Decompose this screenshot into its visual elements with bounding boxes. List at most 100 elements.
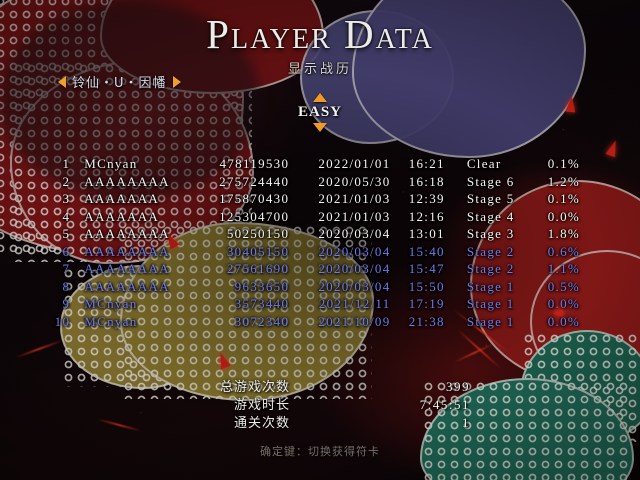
- score-date: 2021/01/03: [318, 191, 391, 206]
- score-stage: Stage 6: [466, 173, 515, 189]
- score-row[interactable]: 3 AAAAAAA 175870430 2021/01/03 12:39 Stage 5 0…: [44, 191, 580, 209]
- page-title: PLAYER DATA: [206, 14, 434, 55]
- score-row[interactable]: 4 AAAAAAA 125304700 2021/01/03 12:16 Stage 4 0…: [44, 209, 580, 227]
- score-stage: Stage 5: [466, 191, 515, 206]
- score-value: 9633650: [234, 278, 290, 294]
- cloud-teal-bottom-right: [420, 378, 634, 480]
- statistic-label: 游戏时长: [233, 398, 290, 413]
- score-row[interactable]: 8 AAAAAAAA 9633650 2020/03/04 15:50 Stage 1 0.…: [44, 279, 580, 297]
- score-date: 2020/03/04: [318, 278, 391, 294]
- score-row[interactable]: 10 MCnyan 3072340 2021/10/09 21:38 Stage 1 0.0…: [44, 314, 580, 332]
- score-rank: 7: [62, 261, 71, 276]
- title-letter-d: D: [344, 11, 376, 57]
- score-player-name: AAAAAAAA: [84, 173, 170, 189]
- score-date: 2021/10/09: [318, 313, 391, 329]
- title-word-ata: ATA: [375, 24, 434, 55]
- statistic-label: 通关次数: [233, 416, 290, 431]
- score-date: 2020/03/04: [318, 243, 391, 259]
- score-value: 275724440: [219, 173, 290, 189]
- score-date: 2021/01/03: [318, 208, 391, 224]
- score-player-name: AAAAAAA: [84, 208, 160, 224]
- character-selector[interactable]: 铃仙・U・因幡: [58, 72, 181, 91]
- score-percent: 1.1%: [547, 261, 580, 276]
- score-date: 2022/01/01: [318, 156, 391, 171]
- title-word-layer: LAYER: [230, 24, 332, 55]
- score-time: 17:19: [408, 296, 445, 311]
- score-row[interactable]: 5 AAAAAAAA 50250150 2020/03/04 13:01 Stage 3 1…: [44, 226, 580, 244]
- cloud-texture: [422, 380, 632, 480]
- title-block: PLAYER DATA 显示战历: [0, 14, 640, 78]
- score-rank: 5: [62, 226, 71, 241]
- score-date: 2021/12/11: [318, 296, 391, 311]
- statistic-value: 7:45:51: [419, 397, 470, 412]
- score-stage: Stage 1: [466, 313, 515, 329]
- score-percent: 0.0%: [547, 208, 580, 224]
- score-value: 3072340: [234, 313, 290, 329]
- score-rank: 8: [62, 278, 71, 294]
- difficulty-label: EASY: [297, 104, 342, 120]
- difficulty-selector[interactable]: EASY: [0, 93, 640, 132]
- score-rank: 4: [62, 208, 71, 224]
- score-row[interactable]: 6 AAAAAAAA 30405150 2020/03/04 15:40 Stage 2 0…: [44, 244, 580, 262]
- score-time: 12:39: [408, 191, 445, 206]
- cloud-texture: [122, 224, 372, 399]
- score-row[interactable]: 7 AAAAAAAA 27561690 2020/03/04 15:47 Stage 2 1…: [44, 261, 580, 279]
- score-stage: Stage 2: [466, 261, 515, 276]
- score-player-name: AAAAAAAA: [84, 278, 170, 294]
- score-row[interactable]: 1 MCnyan 478119530 2022/01/01 16:21 Clear 0.1%: [44, 156, 580, 174]
- score-value: 125304700: [219, 208, 290, 224]
- score-rank: 10: [54, 313, 71, 329]
- score-rank: 6: [62, 243, 71, 259]
- cloud-gold-center: [120, 222, 374, 401]
- score-rank: 3: [62, 191, 71, 206]
- score-player-name: AAAAAAAA: [84, 243, 170, 259]
- score-player-name: AAAAAAAA: [84, 261, 170, 276]
- statistic-row: 游戏时长 7:45:51: [0, 394, 640, 413]
- score-stage: Stage 1: [466, 296, 515, 311]
- statistic-value: 1: [462, 415, 470, 430]
- score-rank: 2: [62, 173, 71, 189]
- score-percent: 1.2%: [547, 173, 580, 189]
- up-arrow-icon[interactable]: [313, 93, 327, 102]
- score-row[interactable]: 2 AAAAAAAA 275724440 2020/05/30 16:18 Stage 6…: [44, 174, 580, 192]
- score-stage: Stage 4: [466, 208, 515, 224]
- score-value: 175870430: [219, 191, 290, 206]
- statistic-label: 总游戏次数: [219, 380, 290, 395]
- score-time: 15:40: [408, 243, 445, 259]
- score-percent: 0.0%: [547, 313, 580, 329]
- score-value: 478119530: [219, 156, 290, 171]
- right-arrow-icon[interactable]: [172, 75, 181, 88]
- score-time: 16:21: [408, 156, 445, 171]
- down-arrow-icon[interactable]: [313, 123, 327, 132]
- score-time: 12:16: [408, 208, 445, 224]
- score-player-name: MCnyan: [84, 156, 138, 171]
- score-table: 1 MCnyan 478119530 2022/01/01 16:21 Clear 0.1%…: [44, 156, 580, 331]
- score-stage: Clear: [466, 156, 502, 171]
- score-rank: 1: [62, 156, 71, 171]
- score-percent: 0.1%: [547, 191, 580, 206]
- score-percent: 0.6%: [547, 243, 580, 259]
- score-date: 2020/05/30: [318, 173, 391, 189]
- score-stage: Stage 3: [466, 226, 515, 241]
- score-time: 21:38: [408, 313, 445, 329]
- statistic-row: 通关次数 1: [0, 412, 640, 431]
- score-date: 2020/03/04: [318, 261, 391, 276]
- statistic-row: 总游戏次数 399: [0, 376, 640, 395]
- score-value: 27561690: [226, 261, 290, 276]
- score-time: 13:01: [408, 226, 445, 241]
- score-value: 50250150: [226, 226, 290, 241]
- score-value: 3573440: [234, 296, 290, 311]
- score-percent: 1.8%: [547, 226, 580, 241]
- statistics-block: 总游戏次数 399 游戏时长 7:45:51 通关次数 1: [0, 376, 640, 431]
- character-name: 铃仙・U・因幡: [72, 76, 167, 91]
- score-player-name: MCnyan: [84, 313, 138, 329]
- score-stage: Stage 2: [466, 243, 515, 259]
- left-arrow-icon[interactable]: [58, 75, 66, 88]
- page-subtitle: 显示战历: [287, 62, 352, 77]
- score-row[interactable]: 9 MCnyan 3573440 2021/12/11 17:19 Stage 1 0.0%: [44, 296, 580, 314]
- score-player-name: MCnyan: [84, 296, 138, 311]
- center-shadow: [0, 0, 260, 200]
- statistic-value: 399: [446, 379, 470, 394]
- score-value: 30405150: [226, 243, 290, 259]
- score-rank: 9: [62, 296, 71, 311]
